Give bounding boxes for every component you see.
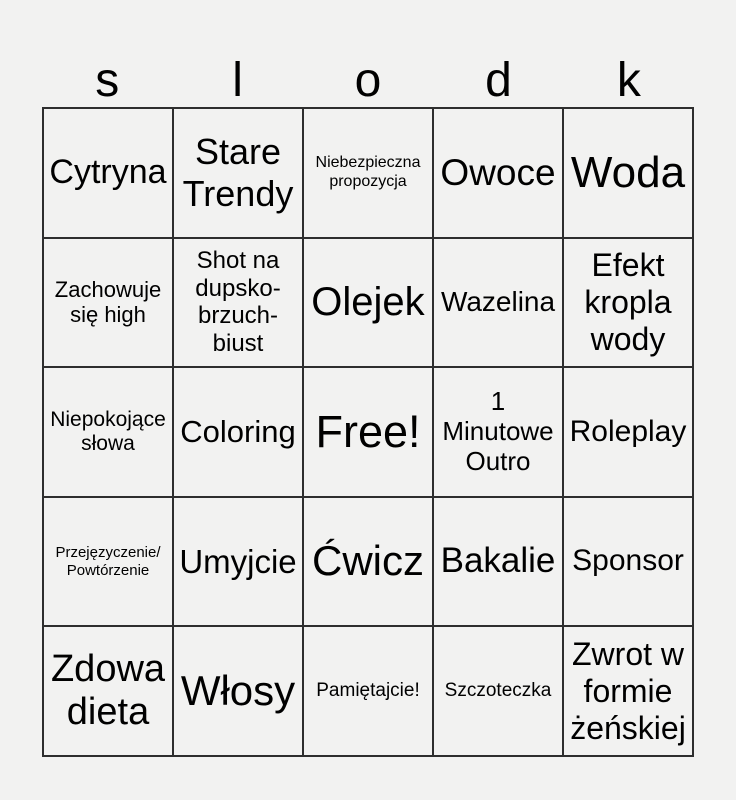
bingo-cell-r4c1[interactable]: Przejęzyczenie/ Powtórzenie [44,497,172,626]
title-letter: k [616,53,641,107]
bingo-cell-r2c1[interactable]: Zachowuje się high [44,238,172,367]
bingo-cell-r1c2[interactable]: Stare Trendy [174,109,302,237]
bingo-cell-r4c3[interactable]: Ćwicz [304,497,432,626]
title-letter: l [232,53,243,107]
bingo-cell-r1c4[interactable]: Owoce [434,109,562,237]
bingo-cell-r4c5[interactable]: Sponsor [564,497,692,626]
bingo-cell-r3c5[interactable]: Roleplay [564,368,692,496]
bingo-cell-r3c2[interactable]: Coloring [174,368,302,496]
bingo-cell-r5c4[interactable]: Szczoteczka [434,627,562,755]
bingo-cell-r2c4[interactable]: Wazelina [434,238,562,367]
bingo-cell-r3c3-free-space[interactable]: Free! [304,368,432,496]
bingo-cell-r3c4[interactable]: 1 Minutowe Outro [434,368,562,496]
bingo-cell-r4c2[interactable]: Umyjcie [174,497,302,626]
bingo-cell-r2c2[interactable]: Shot na dupsko-brzuch-biust [174,238,302,367]
bingo-cell-r5c5[interactable]: Zwrot w formie żeńskiej [564,627,692,755]
bingo-cell-r1c3[interactable]: Niebezpieczna propozycja [304,109,432,237]
card-title: s l o d k [42,0,694,106]
bingo-cell-r5c2[interactable]: Włosy [174,627,302,755]
bingo-cell-r5c3[interactable]: Pamiętajcie! [304,627,432,755]
title-letter: s [95,53,120,107]
bingo-cell-r4c4[interactable]: Bakalie [434,497,562,626]
bingo-cell-r1c5[interactable]: Woda [564,109,692,237]
bingo-grid: Cytryna Stare Trendy Niebezpieczna propo… [42,107,694,757]
bingo-cell-r1c1[interactable]: Cytryna [44,109,172,237]
bingo-cell-r3c1[interactable]: Niepokojące słowa [44,368,172,496]
title-letter: o [354,53,382,107]
bingo-cell-r5c1[interactable]: Zdowa dieta [44,627,172,755]
title-letter: d [485,53,512,107]
bingo-cell-r2c3[interactable]: Olejek [304,238,432,367]
bingo-cell-r2c5[interactable]: Efekt kropla wody [564,238,692,367]
